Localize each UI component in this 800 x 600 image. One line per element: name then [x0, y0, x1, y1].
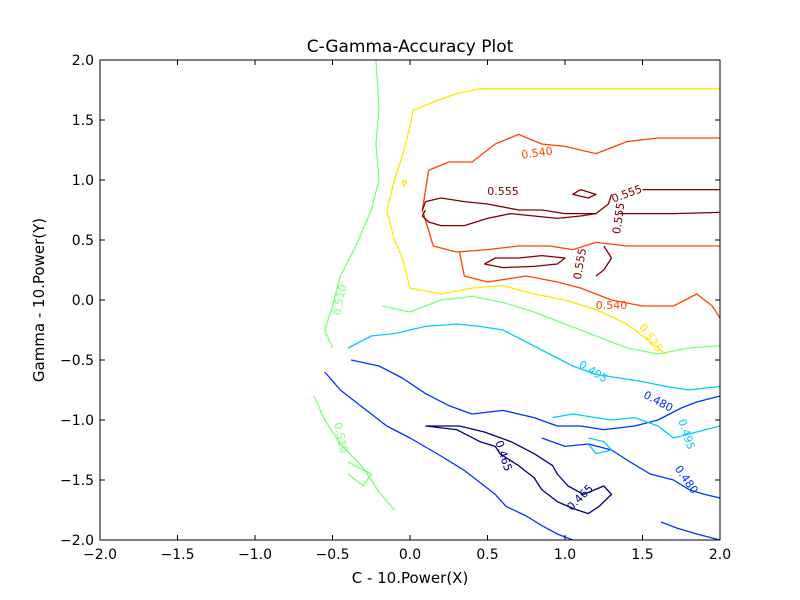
x-tick-label: −1.0 [238, 547, 272, 563]
plot-background [100, 60, 720, 540]
x-tick-label: 2.0 [709, 547, 731, 563]
x-tick-label: 1.0 [554, 547, 576, 563]
y-axis-label: Gamma - 10.Power(Y) [30, 218, 48, 382]
x-tick-label: −0.5 [316, 547, 350, 563]
x-tick-label: 0.5 [476, 547, 498, 563]
contour-line-0.510 [381, 295, 721, 355]
contour-line-0.510 [324, 59, 380, 349]
chart-title: C-Gamma-Accuracy Plot [307, 37, 514, 57]
contour-line-0.495 [552, 413, 721, 439]
contour-line-0.525 [386, 125, 667, 355]
contour-label: 0.510 [331, 421, 350, 455]
x-tick-label: 0.0 [399, 547, 421, 563]
contour-lines [313, 59, 721, 541]
contour-line-0.540 [448, 133, 720, 163]
contour-line-0.495 [587, 437, 613, 455]
contour-line-0.510 [347, 461, 372, 487]
contour-line-0.525 [401, 179, 408, 187]
y-tick-label: 1.0 [72, 173, 94, 189]
x-axis-label: C - 10.Power(X) [352, 569, 469, 587]
contour-line-0.555 [484, 254, 566, 269]
contour-label: 0.510 [330, 283, 349, 317]
contour-label: 0.555 [487, 185, 519, 198]
contour-line-0.555 [595, 245, 613, 277]
y-tick-label: −0.5 [60, 353, 94, 369]
contour-label: 0.555 [571, 247, 589, 280]
contour-line-0.510 [313, 395, 395, 511]
contour-line-0.480 [350, 359, 721, 431]
contour-line-0.525 [409, 88, 720, 127]
contour-line-0.495 [347, 323, 721, 391]
plot-area: 0.4650.4650.4800.4800.4950.4950.5100.510… [99, 59, 721, 541]
contour-line-0.555 [421, 197, 596, 215]
contour-line-0.480 [660, 521, 721, 541]
contour-line-0.555 [572, 188, 597, 199]
x-tick-label: −1.5 [161, 547, 195, 563]
x-tick-label: −2.0 [83, 547, 117, 563]
contour-label: 0.555 [610, 202, 627, 235]
y-tick-label: −1.0 [60, 413, 94, 429]
x-axis: −2.0 −1.5 −1.0 −0.5 0.0 0.5 1.0 1.5 2.0 [83, 60, 731, 563]
y-axis: −2.0 −1.5 −1.0 −0.5 0.0 0.5 1.0 1.5 2.0 [60, 53, 720, 549]
y-tick-label: −2.0 [60, 533, 94, 549]
x-tick-label: 1.5 [631, 547, 653, 563]
y-tick-label: −1.5 [60, 473, 94, 489]
contour-line-0.480 [541, 437, 721, 499]
contour-line-0.480 [324, 371, 574, 541]
y-tick-label: 2.0 [72, 53, 94, 69]
y-tick-label: 1.5 [72, 113, 94, 129]
contour-label: 0.540 [596, 299, 628, 312]
contour-line-0.540 [458, 251, 721, 319]
contour-label: 0.540 [521, 144, 554, 161]
y-tick-label: 0.5 [72, 233, 94, 249]
contour-line-0.555 [619, 211, 721, 215]
contour-line-0.465 [425, 425, 613, 515]
y-tick-label: 0.0 [72, 293, 94, 309]
